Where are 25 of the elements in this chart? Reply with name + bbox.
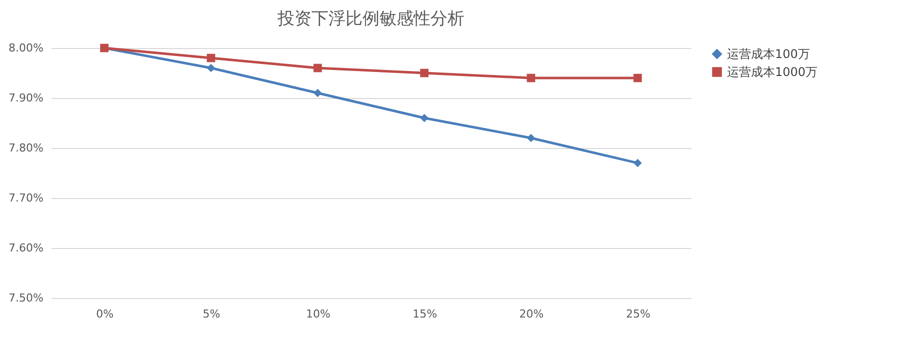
y-tick-label: 7.80% [8,142,44,154]
legend-label: 运营成本1000万 [727,65,818,79]
x-tick-label: 0% [96,308,114,320]
y-tick-label: 7.60% [8,242,44,254]
x-tick-label: 5% [202,308,220,320]
point [526,134,536,142]
point [206,64,216,72]
y-tick-label: 7.50% [8,292,44,304]
x-tick-label: 20% [519,308,544,320]
legend-label: 运营成本100万 [727,47,810,61]
x-tick-label: 10% [306,308,330,320]
point [313,88,322,98]
point [420,68,429,78]
point [206,54,216,62]
point [420,114,429,122]
x-tick-label: 15% [412,308,438,320]
y-tick-label: 8.00% [8,42,44,54]
point [313,64,322,72]
chart-title: 投资下浮比例敏感性分析 [276,9,464,29]
point [633,74,642,82]
y-tick-label: 7.90% [8,92,44,104]
point [526,74,536,82]
point [633,158,642,168]
x-tick-label: 25% [626,308,650,320]
y-tick-label: 7.70% [8,192,44,204]
